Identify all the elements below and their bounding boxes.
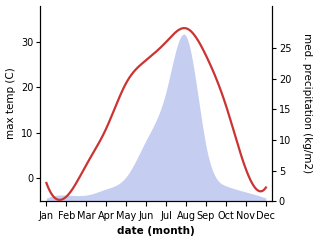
X-axis label: date (month): date (month) <box>117 227 195 236</box>
Y-axis label: max temp (C): max temp (C) <box>5 68 16 139</box>
Y-axis label: med. precipitation (kg/m2): med. precipitation (kg/m2) <box>302 33 313 174</box>
